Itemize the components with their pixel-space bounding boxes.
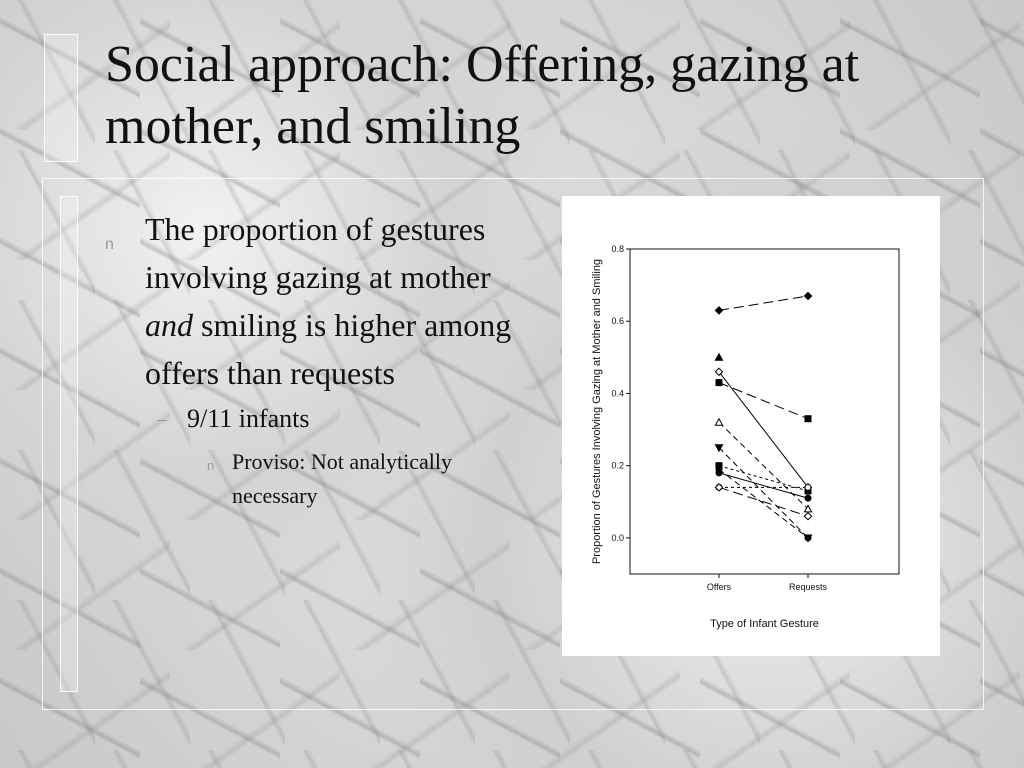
data-point bbox=[714, 444, 724, 453]
bullet-list: n The proportion of gestures involving g… bbox=[105, 205, 525, 513]
sub-sub-bullet-marker: n bbox=[207, 458, 215, 473]
data-point bbox=[715, 379, 723, 387]
y-tick-label: 0.0 bbox=[611, 533, 624, 543]
data-point bbox=[803, 291, 813, 301]
sub-sub-bullet-text: Proviso: Not analytically necessary bbox=[232, 449, 452, 508]
bullet-text-emphasis: and bbox=[145, 307, 193, 343]
chart-panel: 0.0 0.2 0.4 0.6 0.8 Offers Requests Type of Inf… bbox=[562, 196, 940, 656]
y-tick-label: 0.6 bbox=[611, 316, 624, 326]
data-point bbox=[715, 469, 723, 477]
sub-bullet-marker: – bbox=[157, 408, 167, 430]
data-point bbox=[804, 494, 812, 502]
x-axis-title: Type of Infant Gesture bbox=[710, 618, 819, 630]
series-line bbox=[718, 447, 809, 539]
data-point bbox=[803, 504, 813, 513]
bullet-level-3: n Proviso: Not analytically necessary bbox=[105, 445, 482, 513]
bullet-level-2: – 9/11 infants bbox=[105, 401, 525, 437]
sub-bullet-text: 9/11 infants bbox=[187, 404, 310, 433]
y-tick-label: 0.2 bbox=[611, 461, 624, 471]
data-point bbox=[714, 352, 724, 361]
data-point bbox=[803, 511, 813, 521]
series-line bbox=[718, 472, 809, 499]
content-frame bbox=[42, 178, 984, 710]
y-tick-label: 0.8 bbox=[611, 244, 624, 254]
bullet-level-1: n The proportion of gestures involving g… bbox=[105, 205, 525, 397]
data-point bbox=[804, 415, 812, 423]
content-accent-bar bbox=[60, 196, 78, 692]
series-line bbox=[718, 421, 809, 510]
data-point bbox=[804, 534, 812, 542]
bullet-marker: n bbox=[105, 236, 114, 253]
slide-title: Social approach: Offering, gazing at mot… bbox=[105, 36, 860, 155]
series-line bbox=[718, 295, 809, 311]
line-chart: 0.0 0.2 0.4 0.6 0.8 Offers Requests Type of Inf… bbox=[591, 244, 900, 630]
bullet-text-part2: smiling is higher among offers than requ… bbox=[145, 307, 512, 391]
series-line bbox=[718, 371, 809, 488]
data-point bbox=[714, 483, 724, 492]
series-line bbox=[718, 382, 809, 420]
title-accent-bar bbox=[44, 34, 78, 162]
y-axis-title: Proportion of Gestures Involving Gazing … bbox=[591, 259, 603, 564]
bullet-text-part1: The proportion of gestures involving gaz… bbox=[145, 211, 491, 295]
series-line bbox=[718, 468, 809, 539]
x-tick-label: Offers bbox=[707, 582, 732, 592]
y-tick-label: 0.4 bbox=[611, 388, 624, 398]
x-tick-label: Requests bbox=[789, 582, 828, 592]
data-point bbox=[714, 367, 724, 377]
data-point bbox=[714, 306, 724, 315]
data-point bbox=[804, 483, 812, 491]
data-point bbox=[714, 417, 724, 426]
series-line bbox=[718, 486, 809, 517]
plot-frame bbox=[629, 248, 900, 575]
